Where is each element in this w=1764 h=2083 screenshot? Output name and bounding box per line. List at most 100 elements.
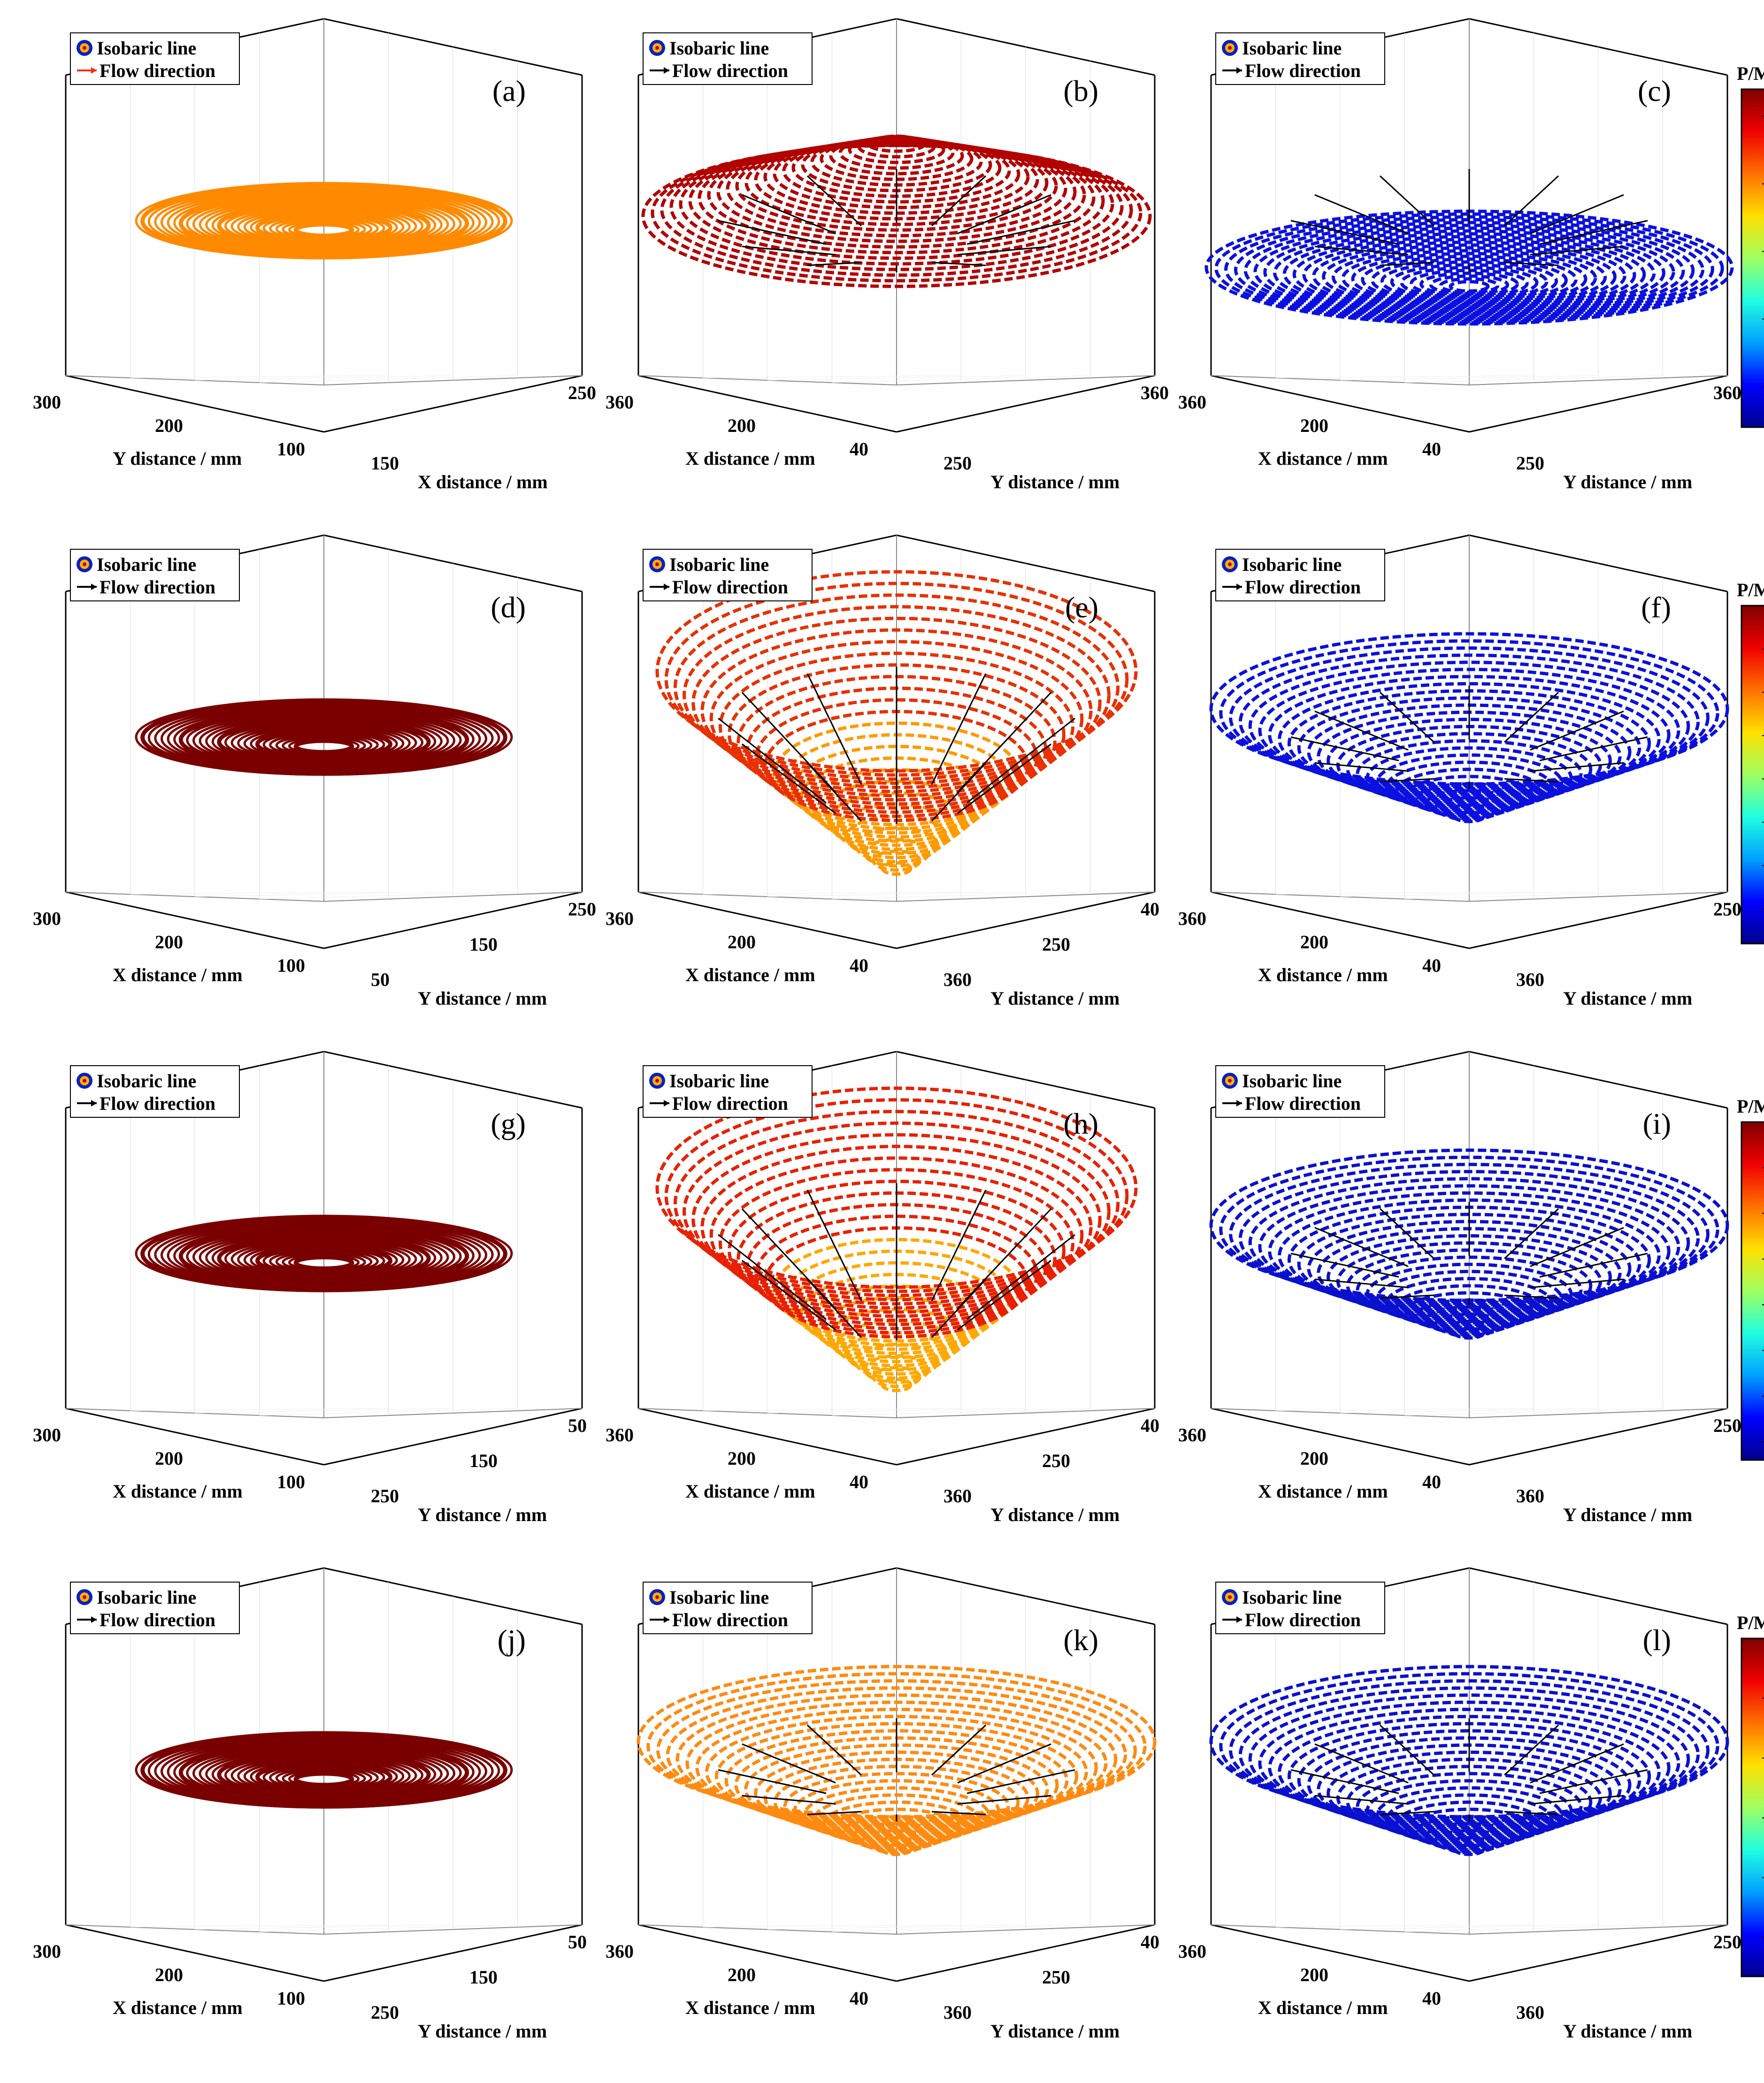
axis-right-tick: 360 xyxy=(1516,1485,1544,1507)
legend-flow-direction: Flow direction xyxy=(1245,576,1361,598)
flow-direction-arrowhead xyxy=(1236,1616,1242,1623)
flow-arrow xyxy=(1539,1769,1648,1794)
flow-arrow xyxy=(1314,1278,1409,1288)
axis-left-tick: 200 xyxy=(155,1448,183,1469)
box-edge xyxy=(323,375,583,433)
flow-arrow xyxy=(742,246,836,255)
axis-left-tick: 200 xyxy=(155,931,183,953)
flow-arrow xyxy=(1380,261,1434,266)
gridline xyxy=(259,892,518,899)
axis-left-tick: 360 xyxy=(606,1941,634,1962)
isobaric-line xyxy=(1292,235,1646,314)
axis-left-title: X distance / mm xyxy=(113,964,243,985)
legend-frame xyxy=(643,32,813,85)
flow-arrow xyxy=(1530,246,1624,255)
surface-bowl xyxy=(1209,632,1729,823)
axis-right-title: Y distance / mm xyxy=(990,2021,1120,2042)
surface-ellipse xyxy=(135,1731,513,1809)
colorbar-bar xyxy=(1741,88,1764,428)
flow-arrow xyxy=(1290,1769,1399,1794)
isobaric-line xyxy=(718,1168,1075,1318)
colorbar-3: P/MPa1.21.41.61.822.2 xyxy=(1737,1612,1764,1977)
flow-arrow xyxy=(1380,1294,1434,1299)
box-edge xyxy=(1211,375,1470,433)
flow-arrow xyxy=(1503,1724,1559,1776)
flow-direction-arrowhead xyxy=(91,1616,97,1623)
flow-arrow xyxy=(1314,1743,1409,1783)
gridline xyxy=(1404,1408,1663,1416)
axis-left-tick: 100 xyxy=(277,1471,305,1492)
flow-arrow xyxy=(957,1743,1051,1783)
flow-arrow xyxy=(957,1260,1051,1330)
surface-dome xyxy=(641,134,1152,288)
axis-left-tick: 360 xyxy=(606,908,634,929)
box-edge xyxy=(896,375,1155,433)
surface-flat xyxy=(1204,169,1734,326)
axis-right-title: Y distance / mm xyxy=(1563,988,1692,1009)
flow-arrow xyxy=(966,220,1075,245)
legend-flow-direction: Flow direction xyxy=(672,1093,788,1114)
axis-right-tick: 40 xyxy=(1141,1415,1159,1436)
axis-right-tick: 250 xyxy=(371,1485,399,1507)
panel-label-g: (g) xyxy=(491,1107,526,1140)
flow-arrow xyxy=(741,692,836,793)
isobaric-line-icon-core xyxy=(83,1079,86,1083)
flow-direction-arrowhead xyxy=(664,67,669,74)
legend-flow-direction: Flow direction xyxy=(1245,1093,1361,1114)
flow-arrow xyxy=(1530,1227,1624,1267)
legend-isobaric-line: Isobaric line xyxy=(669,1070,769,1091)
flow-arrow xyxy=(931,1811,986,1815)
box-edge xyxy=(638,1924,897,1982)
axis-right-title: Y distance / mm xyxy=(1563,2021,1692,2042)
flow-arrow xyxy=(1504,261,1559,266)
flow-arrow xyxy=(742,194,836,234)
axis-right-tick: 250 xyxy=(943,453,972,474)
isobaric-line xyxy=(655,570,1138,773)
flow-arrow xyxy=(806,673,862,785)
colorbar-2: P/MPa1.11.21.31.41.51.61.71.8 xyxy=(1737,1096,1764,1461)
panel-label-h: (h) xyxy=(1063,1107,1098,1140)
legend-frame xyxy=(70,1065,240,1118)
box-edge xyxy=(323,891,583,949)
isobaric-line-icon-core xyxy=(655,46,659,50)
isobaric-line-icon-core xyxy=(655,1079,659,1083)
isobaric-line xyxy=(1356,1772,1583,1841)
legend-isobaric-line: Isobaric line xyxy=(669,38,769,59)
isobaric-line xyxy=(838,136,955,170)
flow-arrow xyxy=(931,1190,987,1301)
flow-arrow xyxy=(1539,736,1648,761)
gridline xyxy=(259,375,518,383)
isobaric-line xyxy=(783,1772,1010,1841)
box-edge xyxy=(638,891,897,949)
axis-right-tick: 360 xyxy=(943,969,972,990)
surface-bowl xyxy=(1209,1148,1729,1340)
colorbar-bar xyxy=(1741,1637,1764,1977)
flow-arrow xyxy=(1314,710,1409,751)
surface-funnel xyxy=(655,570,1138,876)
axis-right-title: Y distance / mm xyxy=(990,471,1120,492)
isobaric-line xyxy=(1273,229,1665,316)
gridline xyxy=(1340,375,1599,381)
flow-direction-arrowhead xyxy=(1236,67,1242,74)
flow-arrow xyxy=(742,1795,836,1805)
flow-arrow xyxy=(957,743,1051,814)
colorbar-title: P/MPa xyxy=(1737,1096,1764,1117)
axis-right-tick: 360 xyxy=(1141,382,1169,403)
isobaric-line xyxy=(1214,212,1724,324)
flow-arrow xyxy=(742,743,836,814)
flow-arrow xyxy=(957,246,1051,255)
flow-arrow xyxy=(1530,1795,1624,1805)
axis-left-tick: 40 xyxy=(1422,1471,1441,1492)
axis-left-tick: 40 xyxy=(850,1988,868,2009)
flow-arrow xyxy=(1380,1811,1434,1815)
isobaric-line xyxy=(1351,252,1588,306)
axis-right-tick: 150 xyxy=(469,1967,498,1988)
axis-left-tick: 360 xyxy=(606,1424,634,1445)
axis-left-title: X distance / mm xyxy=(685,448,815,469)
isobaric-line xyxy=(1268,1191,1671,1311)
